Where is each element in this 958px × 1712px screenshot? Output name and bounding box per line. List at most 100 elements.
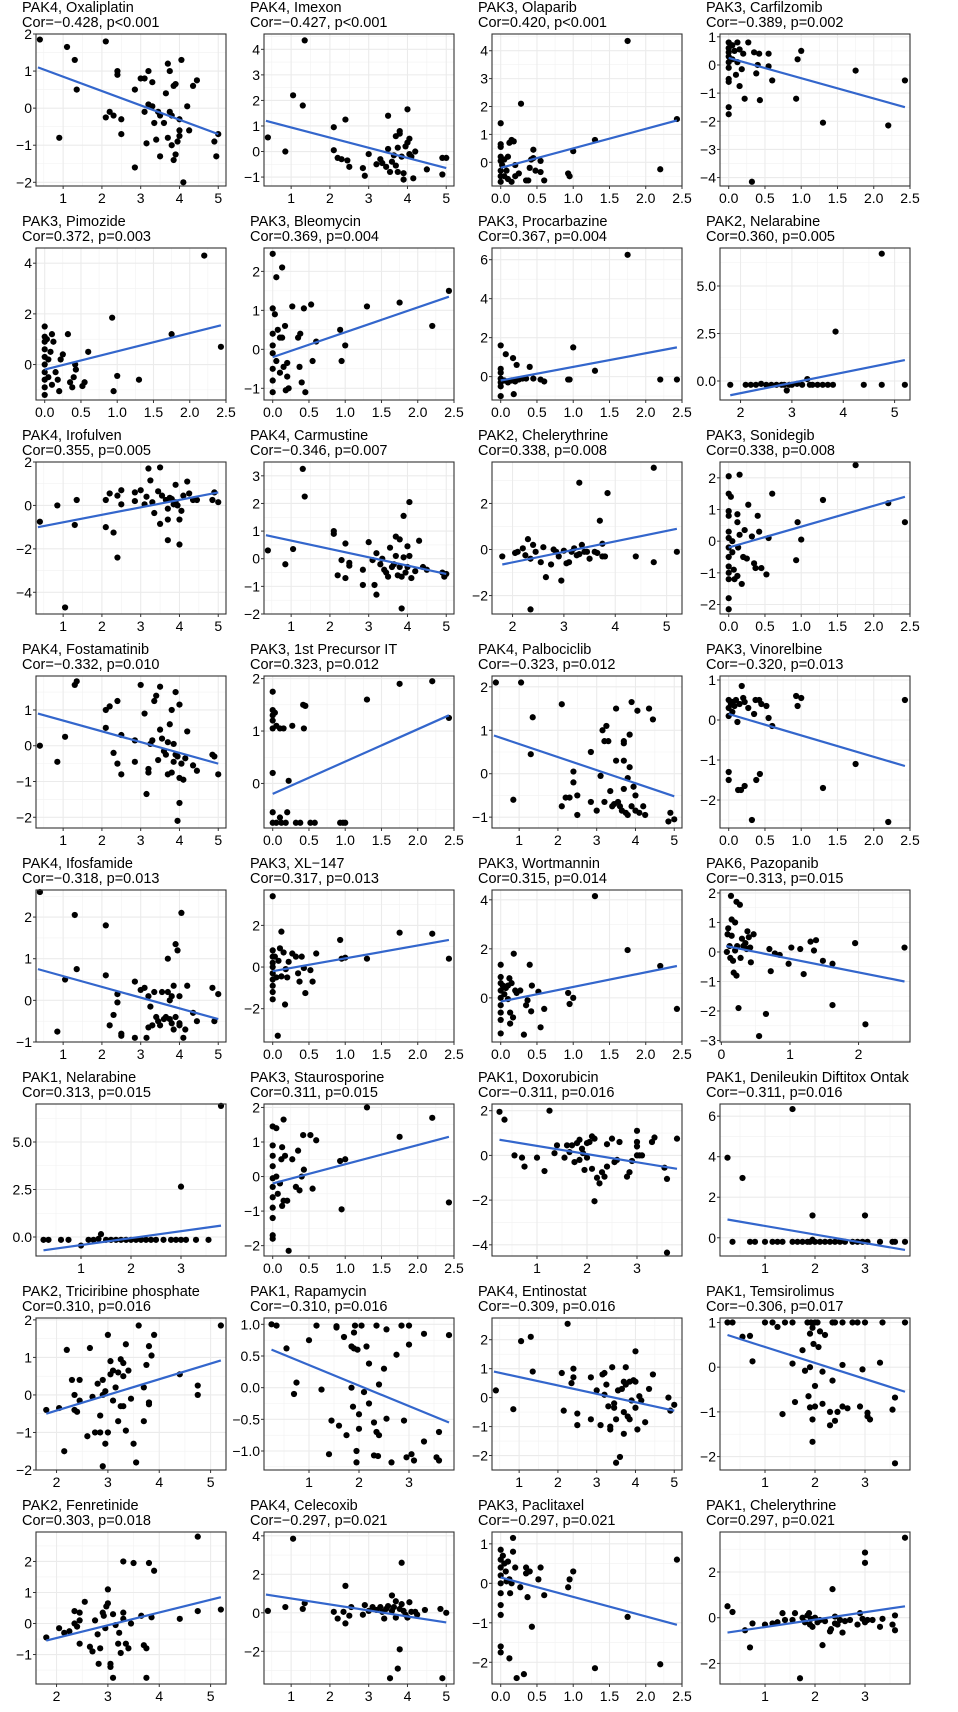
x-tick-label: 4 — [155, 1688, 163, 1704]
data-point — [280, 1116, 287, 1123]
data-point — [311, 819, 318, 826]
data-point — [626, 764, 633, 771]
data-point — [734, 511, 741, 518]
data-point — [298, 379, 305, 386]
data-point — [540, 544, 547, 551]
data-point — [300, 1131, 307, 1139]
data-point — [576, 1136, 583, 1143]
data-point — [269, 389, 276, 396]
data-point — [729, 1319, 736, 1326]
scatter-plot: 1 2 3−2−101 — [700, 1314, 911, 1490]
data-point — [54, 1028, 61, 1035]
data-point — [809, 1324, 816, 1331]
data-point — [757, 380, 765, 387]
panel-subtitle: Cor=0.420, p<0.001 — [478, 15, 607, 31]
x-tick-label: 2 — [98, 1046, 106, 1062]
data-point — [737, 786, 745, 794]
y-tick-label: −1 — [472, 809, 488, 825]
data-point — [194, 1382, 201, 1389]
y-tick-label: −2 — [700, 597, 716, 613]
y-tick-label: 2 — [480, 330, 488, 346]
data-point — [47, 348, 54, 355]
data-point — [528, 1008, 535, 1015]
data-point — [667, 809, 674, 816]
data-point — [162, 751, 169, 758]
data-point — [829, 1002, 836, 1009]
x-tick-label: 1.0 — [335, 832, 355, 848]
data-point — [748, 816, 756, 824]
data-point — [110, 112, 117, 119]
data-point — [110, 529, 117, 536]
data-point — [180, 1034, 187, 1041]
data-point — [114, 492, 121, 499]
data-point — [797, 945, 804, 953]
data-point — [753, 70, 760, 77]
x-tick-label: 3 — [365, 1688, 373, 1704]
data-point — [398, 1559, 405, 1566]
panel-subtitle: Cor=−0.311, p=0.016 — [478, 1085, 615, 1101]
y-tick-label: 2 — [24, 306, 32, 322]
x-tick-label: 0.0 — [719, 618, 739, 634]
data-point — [284, 373, 291, 380]
y-tick-label: 2 — [252, 917, 260, 933]
data-point — [330, 530, 337, 537]
x-tick-label: 1 — [287, 190, 295, 206]
data-point — [114, 554, 121, 561]
data-point — [48, 331, 56, 338]
data-point — [149, 103, 156, 110]
data-point — [587, 1416, 594, 1423]
data-point — [388, 1592, 396, 1599]
x-tick-label: 1 — [761, 1474, 769, 1490]
data-point — [497, 369, 504, 376]
data-point — [383, 1415, 390, 1422]
data-point — [269, 688, 276, 695]
x-tick-label: 1.5 — [600, 404, 620, 420]
regression-line — [271, 1348, 450, 1424]
data-point — [834, 1621, 841, 1628]
x-tick-label: 1 — [59, 832, 67, 848]
data-point — [783, 387, 790, 394]
data-point — [829, 1586, 836, 1593]
data-point — [406, 498, 413, 506]
data-point — [76, 1609, 83, 1616]
data-point — [612, 705, 620, 712]
x-tick-label: 2.5 — [444, 832, 464, 848]
data-point — [671, 816, 678, 823]
data-point — [70, 374, 77, 381]
panel-title: PAK4, Fostamatinib — [22, 642, 150, 658]
regression-line — [37, 66, 219, 136]
data-point — [779, 1238, 786, 1245]
x-tick-label: 3 — [137, 1046, 145, 1062]
y-tick-label: 1 — [708, 29, 716, 45]
x-tick-label: 5 — [207, 1688, 215, 1704]
data-point — [168, 1020, 175, 1027]
data-point — [725, 576, 732, 583]
plot-border — [35, 1103, 227, 1257]
y-tick-label: 2 — [24, 1553, 32, 1569]
data-point — [176, 1022, 183, 1029]
data-point — [831, 1238, 839, 1245]
y-tick-label: 0 — [708, 944, 716, 960]
data-point — [338, 357, 345, 365]
data-point — [112, 1384, 119, 1391]
x-tick-label: 2.5 — [900, 190, 920, 206]
data-point — [170, 758, 177, 765]
data-point — [355, 1425, 363, 1432]
data-point — [612, 1416, 620, 1423]
x-tick-label: 0.0 — [491, 404, 511, 420]
data-point — [172, 941, 179, 948]
plot-border — [491, 247, 683, 401]
data-point — [41, 369, 48, 376]
data-point — [497, 120, 504, 127]
data-point — [269, 377, 276, 384]
data-point — [414, 1611, 421, 1618]
data-point — [774, 1323, 781, 1331]
data-point — [729, 538, 736, 545]
data-point — [143, 493, 150, 500]
data-point — [41, 323, 48, 330]
data-point — [429, 930, 436, 937]
data-point — [596, 517, 603, 524]
panel-subtitle: Cor=0.338, p=0.008 — [706, 443, 835, 459]
scatter-plot: 0.0 0.5 1.0 1.5 2.0 2.5−4−3−2−101 — [700, 29, 920, 206]
